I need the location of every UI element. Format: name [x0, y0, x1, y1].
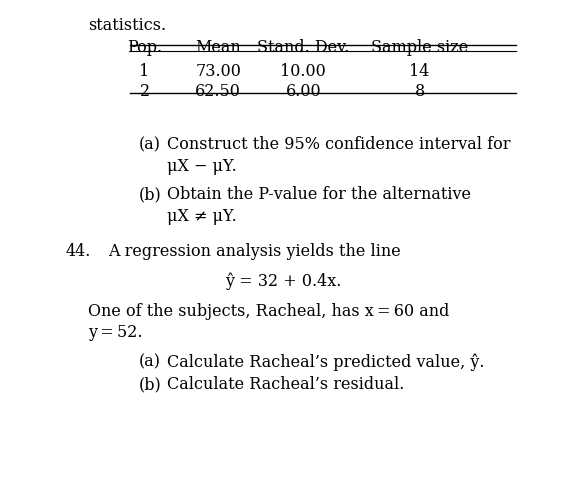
- Text: 44.: 44.: [65, 244, 91, 261]
- Text: Calculate Racheal’s residual.: Calculate Racheal’s residual.: [167, 376, 405, 393]
- Text: y = 52.: y = 52.: [88, 324, 142, 341]
- Text: Sample size: Sample size: [371, 39, 468, 56]
- Text: One of the subjects, Racheal, has x = 60 and: One of the subjects, Racheal, has x = 60…: [88, 303, 449, 320]
- Text: 14: 14: [409, 63, 430, 80]
- Text: μX ≠ μY.: μX ≠ μY.: [167, 208, 237, 225]
- Text: Mean: Mean: [196, 39, 241, 56]
- Text: Obtain the P-value for the alternative: Obtain the P-value for the alternative: [167, 186, 471, 203]
- Text: (b): (b): [139, 186, 162, 203]
- Text: (a): (a): [139, 136, 161, 153]
- Text: Pop.: Pop.: [127, 39, 162, 56]
- Text: Stand. Dev.: Stand. Dev.: [257, 39, 349, 56]
- Text: μX − μY.: μX − μY.: [167, 158, 237, 175]
- Text: Calculate Racheal’s predicted value, ŷ.: Calculate Racheal’s predicted value, ŷ.: [167, 353, 485, 371]
- Text: 8: 8: [414, 83, 425, 100]
- Text: 1: 1: [139, 63, 150, 80]
- Text: 73.00: 73.00: [196, 63, 241, 80]
- Text: Construct the 95% confidence interval for: Construct the 95% confidence interval fo…: [167, 136, 511, 153]
- Text: statistics.: statistics.: [88, 17, 166, 34]
- Text: (b): (b): [139, 376, 162, 393]
- Text: 6.00: 6.00: [286, 83, 321, 100]
- Text: 10.00: 10.00: [281, 63, 326, 80]
- Text: ŷ = 32 + 0.4x.: ŷ = 32 + 0.4x.: [225, 273, 342, 290]
- Text: 2: 2: [139, 83, 150, 100]
- Text: (a): (a): [139, 353, 161, 370]
- Text: A regression analysis yields the line: A regression analysis yields the line: [108, 244, 400, 261]
- Text: 62.50: 62.50: [196, 83, 241, 100]
